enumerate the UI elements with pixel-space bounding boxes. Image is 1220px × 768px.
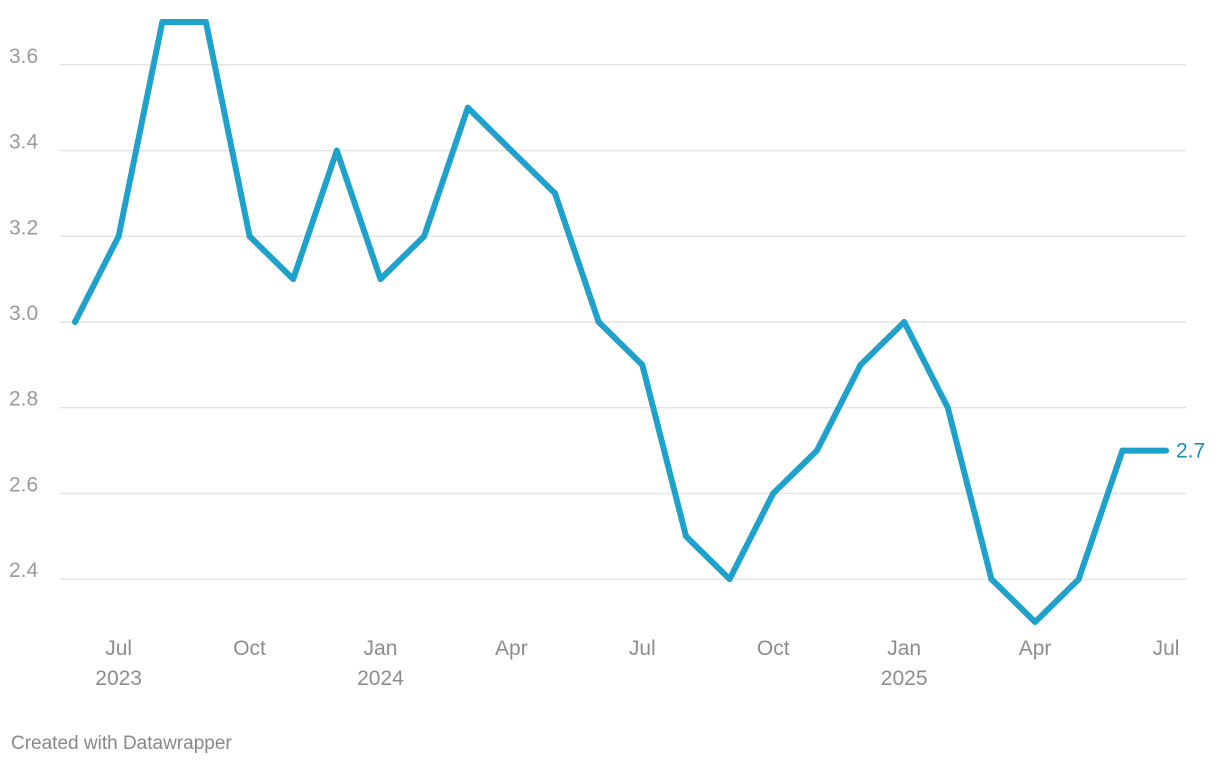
- data-point: [726, 576, 733, 583]
- data-point: [682, 533, 689, 540]
- data-point: [1032, 619, 1039, 625]
- data-point: [246, 233, 253, 240]
- series-layer: 2.7: [72, 19, 1205, 625]
- data-point: [508, 147, 515, 154]
- data-point: [159, 19, 166, 25]
- x-tick-month-label: Jan: [887, 637, 921, 660]
- x-tick-month-label: Jan: [364, 637, 398, 660]
- series-line: [72, 19, 1169, 625]
- y-axis-ticks: 2.4 2.6 2.8 3.0 3.2 3.4 3.6: [9, 45, 39, 582]
- y-tick-label: 3.0: [9, 302, 38, 325]
- data-point: [988, 576, 995, 583]
- x-tick-month-label: Jul: [1153, 637, 1180, 660]
- x-tick-month-label: Jul: [105, 637, 132, 660]
- data-point: [944, 404, 951, 411]
- y-tick-label: 2.6: [9, 473, 38, 496]
- data-point: [901, 319, 908, 325]
- data-point: [464, 104, 471, 111]
- x-tick-month-label: Oct: [757, 637, 790, 660]
- end-value-label: 2.7: [1176, 440, 1205, 463]
- x-tick-year-label: 2024: [357, 667, 404, 690]
- data-point: [813, 447, 820, 454]
- data-point: [115, 233, 122, 240]
- x-tick-month-label: Apr: [1019, 637, 1052, 660]
- data-point: [552, 190, 559, 197]
- data-point: [421, 233, 428, 240]
- x-tick-year-label: 2025: [881, 667, 928, 690]
- data-point: [770, 490, 777, 497]
- y-tick-label: 3.6: [9, 45, 38, 68]
- x-axis-ticks: Jul 2023 Oct Jan 2024 Apr Jul Oct Jan 2025 Apr Jul: [95, 637, 1179, 690]
- data-point: [377, 276, 384, 283]
- y-tick-label: 2.4: [9, 559, 39, 582]
- data-point: [857, 361, 864, 368]
- data-point: [1075, 576, 1082, 583]
- data-point: [72, 319, 78, 325]
- data-point: [333, 147, 340, 154]
- x-tick-month-label: Jul: [629, 637, 656, 660]
- data-point: [595, 319, 602, 325]
- x-tick-month-label: Oct: [233, 637, 266, 660]
- y-tick-label: 2.8: [9, 388, 38, 411]
- y-tick-label: 3.4: [9, 131, 39, 154]
- x-tick-month-label: Apr: [495, 637, 528, 660]
- data-point: [1163, 447, 1169, 454]
- line-chart: 2.4 2.6 2.8 3.0 3.2 3.4 3.6 Jul 2023 Oct Jan 2024 A…: [9, 19, 1205, 690]
- data-point: [202, 19, 209, 25]
- x-tick-year-label: 2023: [95, 667, 142, 690]
- data-point: [1119, 447, 1126, 454]
- data-point: [639, 361, 646, 368]
- data-point: [290, 276, 297, 283]
- credit-text: Created with Datawrapper: [11, 733, 232, 754]
- y-tick-label: 3.2: [9, 216, 38, 239]
